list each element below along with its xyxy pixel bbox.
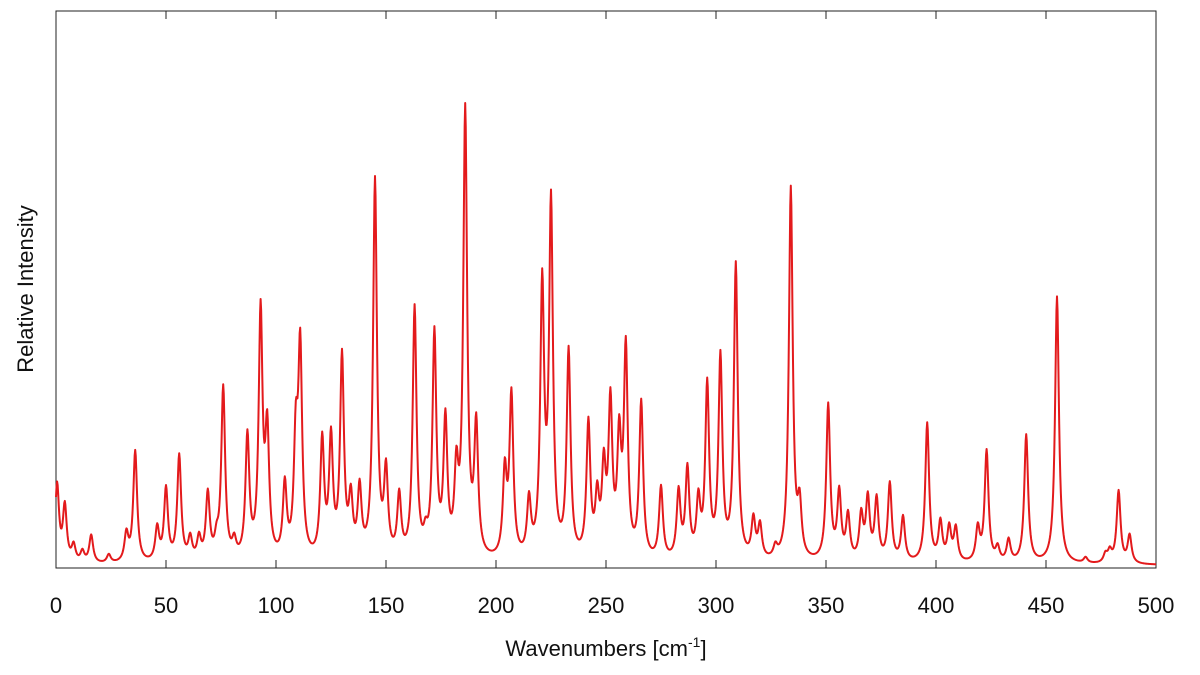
x-tick-label: 450: [1028, 593, 1065, 618]
x-axis-ticks: 0 50 100 150 200 250 300 350 400 450 500: [50, 11, 1174, 618]
x-tick-label: 300: [698, 593, 735, 618]
x-tick-label: 0: [50, 593, 62, 618]
x-tick-label: 250: [588, 593, 625, 618]
x-tick-label: 50: [154, 593, 178, 618]
x-tick-label: 400: [918, 593, 955, 618]
x-tick-label: 350: [808, 593, 845, 618]
x-tick-label: 100: [258, 593, 295, 618]
y-axis-label: Relative Intensity: [13, 205, 38, 373]
spectrum-series-line: [55, 102, 1157, 566]
x-tick-label: 500: [1138, 593, 1175, 618]
x-axis-label: Wavenumbers [cm-1]: [505, 634, 706, 661]
x-tick-label: 150: [368, 593, 405, 618]
x-tick-label: 200: [478, 593, 515, 618]
